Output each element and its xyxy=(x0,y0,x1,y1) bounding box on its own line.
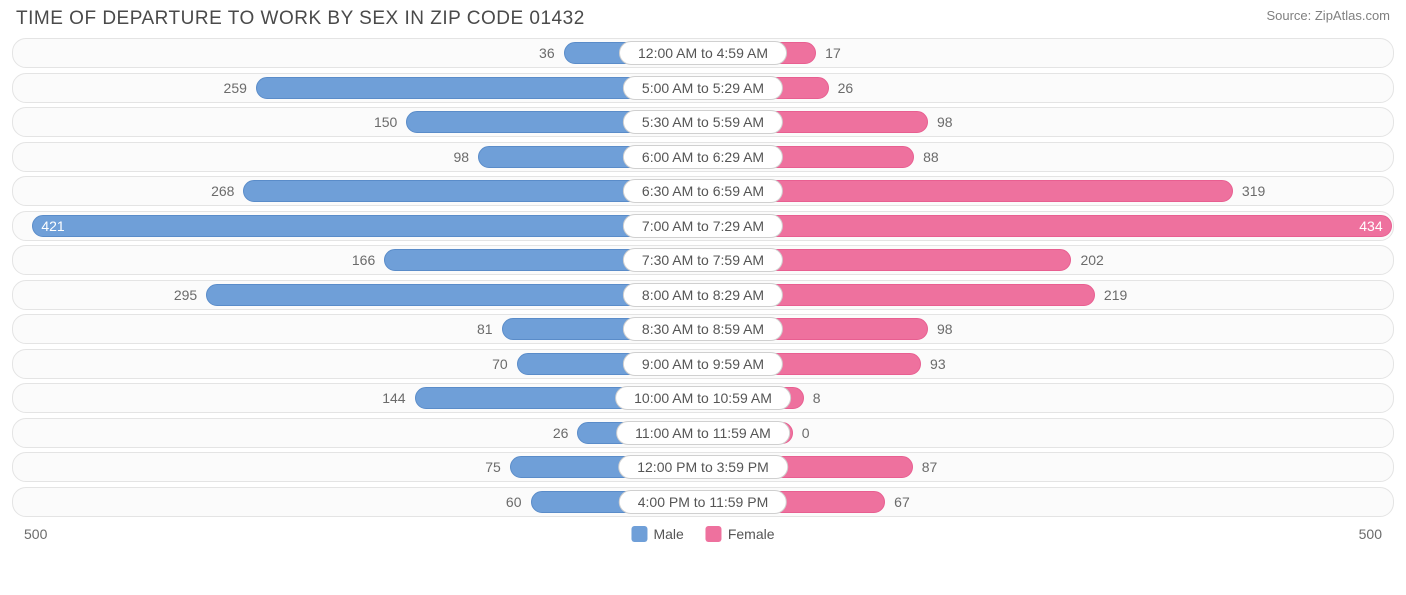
chart-row: 26 011:00 AM to 11:59 AM xyxy=(12,418,1394,448)
legend-item-female: Female xyxy=(706,526,775,542)
legend: Male Female xyxy=(631,526,774,542)
value-female: 219 xyxy=(1094,287,1127,303)
value-male: 75 xyxy=(485,459,511,475)
axis-max-right: 500 xyxy=(1359,526,1382,542)
legend-item-male: Male xyxy=(631,526,683,542)
value-male: 421 xyxy=(41,218,64,234)
category-label: 5:00 AM to 5:29 AM xyxy=(623,76,783,100)
legend-swatch-female xyxy=(706,526,722,542)
value-female: 0 xyxy=(792,425,810,441)
chart-header: TIME OF DEPARTURE TO WORK BY SEX IN ZIP … xyxy=(12,8,1394,38)
chart-row: 98 88 6:00 AM to 6:29 AM xyxy=(12,142,1394,172)
chart-title: TIME OF DEPARTURE TO WORK BY SEX IN ZIP … xyxy=(16,8,585,30)
value-female: 17 xyxy=(815,45,841,61)
value-female: 8 xyxy=(803,390,821,406)
chart-footer: 500 Male Female 500 xyxy=(12,521,1394,547)
legend-label-male: Male xyxy=(653,526,683,542)
chart-row: 36 17 12:00 AM to 4:59 AM xyxy=(12,38,1394,68)
category-label: 8:30 AM to 8:59 AM xyxy=(623,317,783,341)
value-female: 98 xyxy=(927,114,953,130)
category-label: 7:00 AM to 7:29 AM xyxy=(623,214,783,238)
category-label: 10:00 AM to 10:59 AM xyxy=(615,386,791,410)
chart-row: 81 98 8:30 AM to 8:59 AM xyxy=(12,314,1394,344)
value-female: 88 xyxy=(913,149,939,165)
chart-row: 144 8 10:00 AM to 10:59 AM xyxy=(12,383,1394,413)
bar-male: 421 xyxy=(32,215,703,237)
value-female: 319 xyxy=(1232,183,1265,199)
value-male: 150 xyxy=(374,114,407,130)
chart-row: 295 219 8:00 AM to 8:29 AM xyxy=(12,280,1394,310)
bar-female: 434 xyxy=(703,215,1392,237)
value-female: 434 xyxy=(1359,218,1382,234)
legend-label-female: Female xyxy=(728,526,775,542)
category-label: 5:30 AM to 5:59 AM xyxy=(623,110,783,134)
value-female: 67 xyxy=(884,494,910,510)
category-label: 6:00 AM to 6:29 AM xyxy=(623,145,783,169)
chart-row: 166 202 7:30 AM to 7:59 AM xyxy=(12,245,1394,275)
value-male: 259 xyxy=(224,80,257,96)
chart-row: 70 93 9:00 AM to 9:59 AM xyxy=(12,349,1394,379)
value-male: 36 xyxy=(539,45,565,61)
chart-row: 268 319 6:30 AM to 6:59 AM xyxy=(12,176,1394,206)
value-female: 202 xyxy=(1070,252,1103,268)
chart-row: 150 98 5:30 AM to 5:59 AM xyxy=(12,107,1394,137)
category-label: 4:00 PM to 11:59 PM xyxy=(619,490,787,514)
diverging-bar-chart: 36 17 12:00 AM to 4:59 AM 259 26 5:00 AM to 5… xyxy=(12,38,1394,517)
chart-source: Source: ZipAtlas.com xyxy=(1266,8,1390,23)
value-male: 144 xyxy=(382,390,415,406)
category-label: 6:30 AM to 6:59 AM xyxy=(623,179,783,203)
category-label: 8:00 AM to 8:29 AM xyxy=(623,283,783,307)
value-male: 98 xyxy=(453,149,479,165)
category-label: 12:00 PM to 3:59 PM xyxy=(618,455,788,479)
value-male: 268 xyxy=(211,183,244,199)
chart-row: 259 26 5:00 AM to 5:29 AM xyxy=(12,73,1394,103)
value-male: 26 xyxy=(553,425,579,441)
chart-row: 60 67 4:00 PM to 11:59 PM xyxy=(12,487,1394,517)
category-label: 11:00 AM to 11:59 AM xyxy=(616,421,790,445)
value-male: 81 xyxy=(477,321,503,337)
axis-max-left: 500 xyxy=(24,526,47,542)
category-label: 12:00 AM to 4:59 AM xyxy=(619,41,787,65)
legend-swatch-male xyxy=(631,526,647,542)
value-male: 60 xyxy=(506,494,532,510)
chart-row: 421 434 7:00 AM to 7:29 AM xyxy=(12,211,1394,241)
value-male: 166 xyxy=(352,252,385,268)
value-female: 26 xyxy=(828,80,854,96)
value-female: 98 xyxy=(927,321,953,337)
value-female: 93 xyxy=(920,356,946,372)
value-male: 70 xyxy=(492,356,518,372)
category-label: 9:00 AM to 9:59 AM xyxy=(623,352,783,376)
chart-row: 75 87 12:00 PM to 3:59 PM xyxy=(12,452,1394,482)
value-male: 295 xyxy=(174,287,207,303)
value-female: 87 xyxy=(912,459,938,475)
category-label: 7:30 AM to 7:59 AM xyxy=(623,248,783,272)
